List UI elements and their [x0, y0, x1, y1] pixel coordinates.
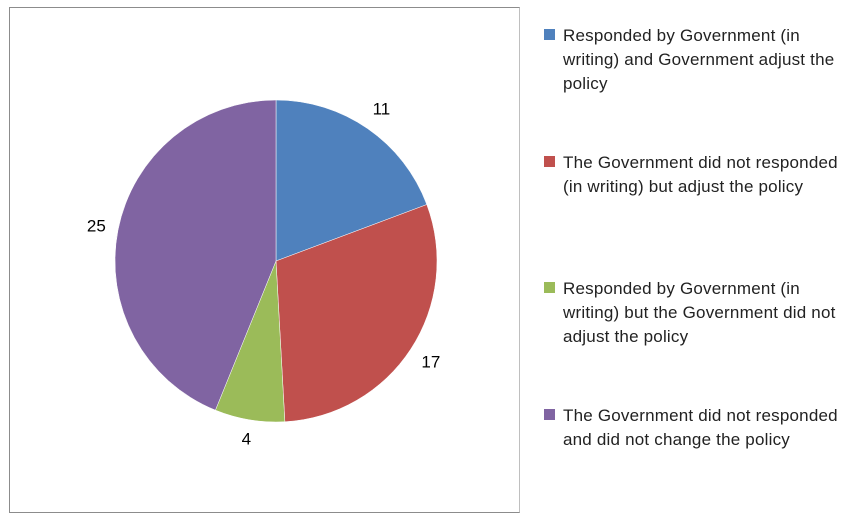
legend-label-4: The Government did not responded and did…	[563, 406, 838, 449]
legend-item-1: Responded by Government (in writing) and…	[544, 24, 844, 96]
legend-label-1: Responded by Government (in writing) and…	[563, 26, 835, 93]
legend-swatch-3	[544, 282, 555, 293]
legend-item-4: The Government did not responded and did…	[544, 404, 844, 452]
legend-swatch-2	[544, 156, 555, 167]
pie-slice-4	[114, 99, 277, 411]
slice-label-3: 4	[241, 429, 252, 449]
slice-label-1: 11	[372, 99, 391, 119]
legend-swatch-1	[544, 29, 555, 40]
pie-slice-1	[275, 99, 428, 262]
legend-item-2: The Government did not responded (in wri…	[544, 151, 844, 199]
pie-chart-svg	[114, 99, 438, 423]
pie-chart-area: 11 17 4 25	[9, 7, 520, 513]
legend-label-2: The Government did not responded (in wri…	[563, 153, 838, 196]
legend-label-3: Responded by Government (in writing) but…	[563, 279, 836, 346]
legend-swatch-4	[544, 409, 555, 420]
legend-item-3: Responded by Government (in writing) but…	[544, 277, 844, 349]
slice-label-2: 17	[421, 352, 441, 372]
slice-label-4: 25	[86, 216, 106, 236]
pie-slice-2	[275, 204, 438, 423]
legend: Responded by Government (in writing) and…	[520, 7, 847, 513]
